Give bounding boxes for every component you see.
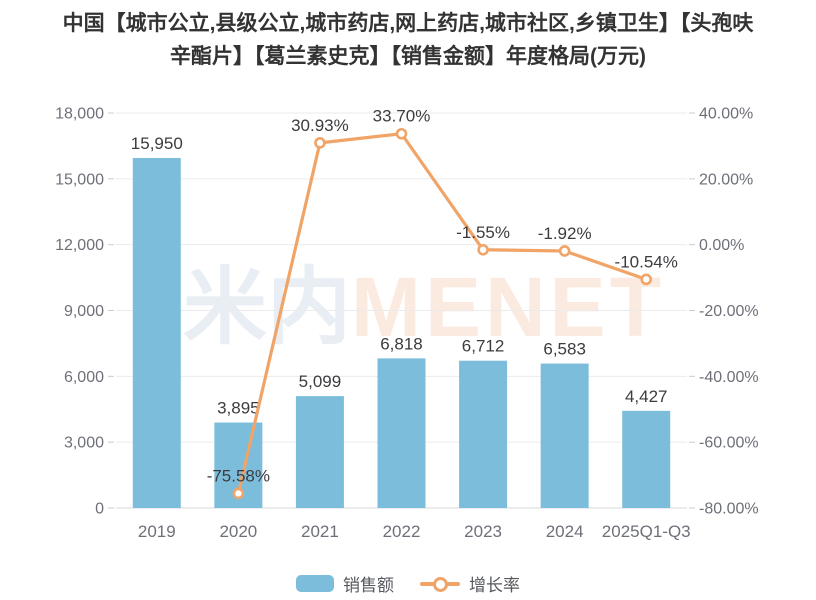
left-axis-label: 3,000	[64, 435, 104, 452]
growth-label-2025Q1-Q3: -10.54%	[615, 252, 678, 271]
bar-2019[interactable]	[132, 157, 181, 508]
growth-point-2023[interactable]	[477, 243, 489, 256]
growth-line-swatch-icon	[420, 575, 460, 592]
bar-label-2021: 5,099	[299, 372, 342, 391]
growth-point-2024[interactable]	[558, 245, 571, 257]
bar-label-2019: 15,950	[131, 134, 183, 153]
bar-2021[interactable]	[295, 396, 344, 508]
right-axis-label: 0.00%	[699, 237, 744, 254]
x-axis-label-2024: 2024	[546, 522, 584, 541]
right-axis-label: -80.00%	[699, 501, 759, 518]
bar-label-2020: 3,895	[217, 399, 260, 418]
right-axis-label: 20.00%	[699, 171, 753, 188]
x-axis-label-2021: 2021	[301, 522, 339, 541]
chart-title: 中国【城市公立,县级公立,城市药店,网上药店,城市社区,乡镇卫生】【头孢呋辛酯片…	[62, 12, 754, 68]
growth-line	[236, 132, 648, 496]
bar-2024[interactable]	[540, 363, 589, 508]
bar-label-2024: 6,583	[543, 340, 586, 359]
growth-point-2021[interactable]	[314, 137, 326, 149]
right-axis-label: -20.00%	[699, 303, 759, 320]
watermark-text: 米内MENET	[183, 260, 665, 354]
left-axis-label: 0	[95, 501, 104, 518]
growth-label-2023: -1.55%	[456, 223, 510, 242]
left-axis-label: 18,000	[55, 106, 104, 123]
right-axis-label: -60.00%	[699, 435, 759, 452]
legend-item-sales[interactable]: 销售额	[296, 571, 394, 596]
bar-2025Q1-Q3[interactable]	[622, 410, 671, 508]
right-axis-label: 40.00%	[699, 106, 753, 123]
legend-item-growth[interactable]: 增长率	[420, 571, 520, 596]
growth-label-2022: 33.70%	[373, 107, 431, 126]
x-axis-label-2019: 2019	[138, 522, 176, 541]
bar-2023[interactable]	[459, 360, 508, 508]
bar-label-2022: 6,818	[380, 334, 423, 353]
sales-bar-swatch-icon	[296, 575, 334, 592]
x-axis-label-2025Q1-Q3: 2025Q1-Q3	[602, 522, 691, 541]
legend-label-sales: 销售额	[343, 576, 394, 595]
bar-2022[interactable]	[377, 358, 426, 508]
right-axis-label: -40.00%	[699, 369, 759, 386]
x-axis-label-2020: 2020	[219, 522, 257, 541]
growth-label-2021: 30.93%	[291, 116, 349, 135]
growth-point-2025Q1-Q3[interactable]	[640, 273, 653, 286]
left-axis-label: 12,000	[55, 237, 104, 254]
left-axis-label: 15,000	[55, 171, 104, 188]
legend-label-growth: 增长率	[469, 576, 520, 595]
growth-label-2024: -1.92%	[538, 224, 592, 243]
x-axis-label-2022: 2022	[383, 522, 421, 541]
x-axis-label-2023: 2023	[464, 522, 502, 541]
growth-point-2020[interactable]	[232, 487, 245, 500]
growth-point-2022[interactable]	[395, 127, 408, 140]
left-axis-label: 9,000	[64, 303, 104, 320]
left-axis-label: 6,000	[64, 369, 104, 386]
bar-label-2025Q1-Q3: 4,427	[625, 387, 668, 406]
growth-label-2020: -75.58%	[207, 466, 270, 485]
bar-label-2023: 6,712	[462, 337, 505, 356]
legend: 销售额 增长率	[0, 571, 816, 596]
